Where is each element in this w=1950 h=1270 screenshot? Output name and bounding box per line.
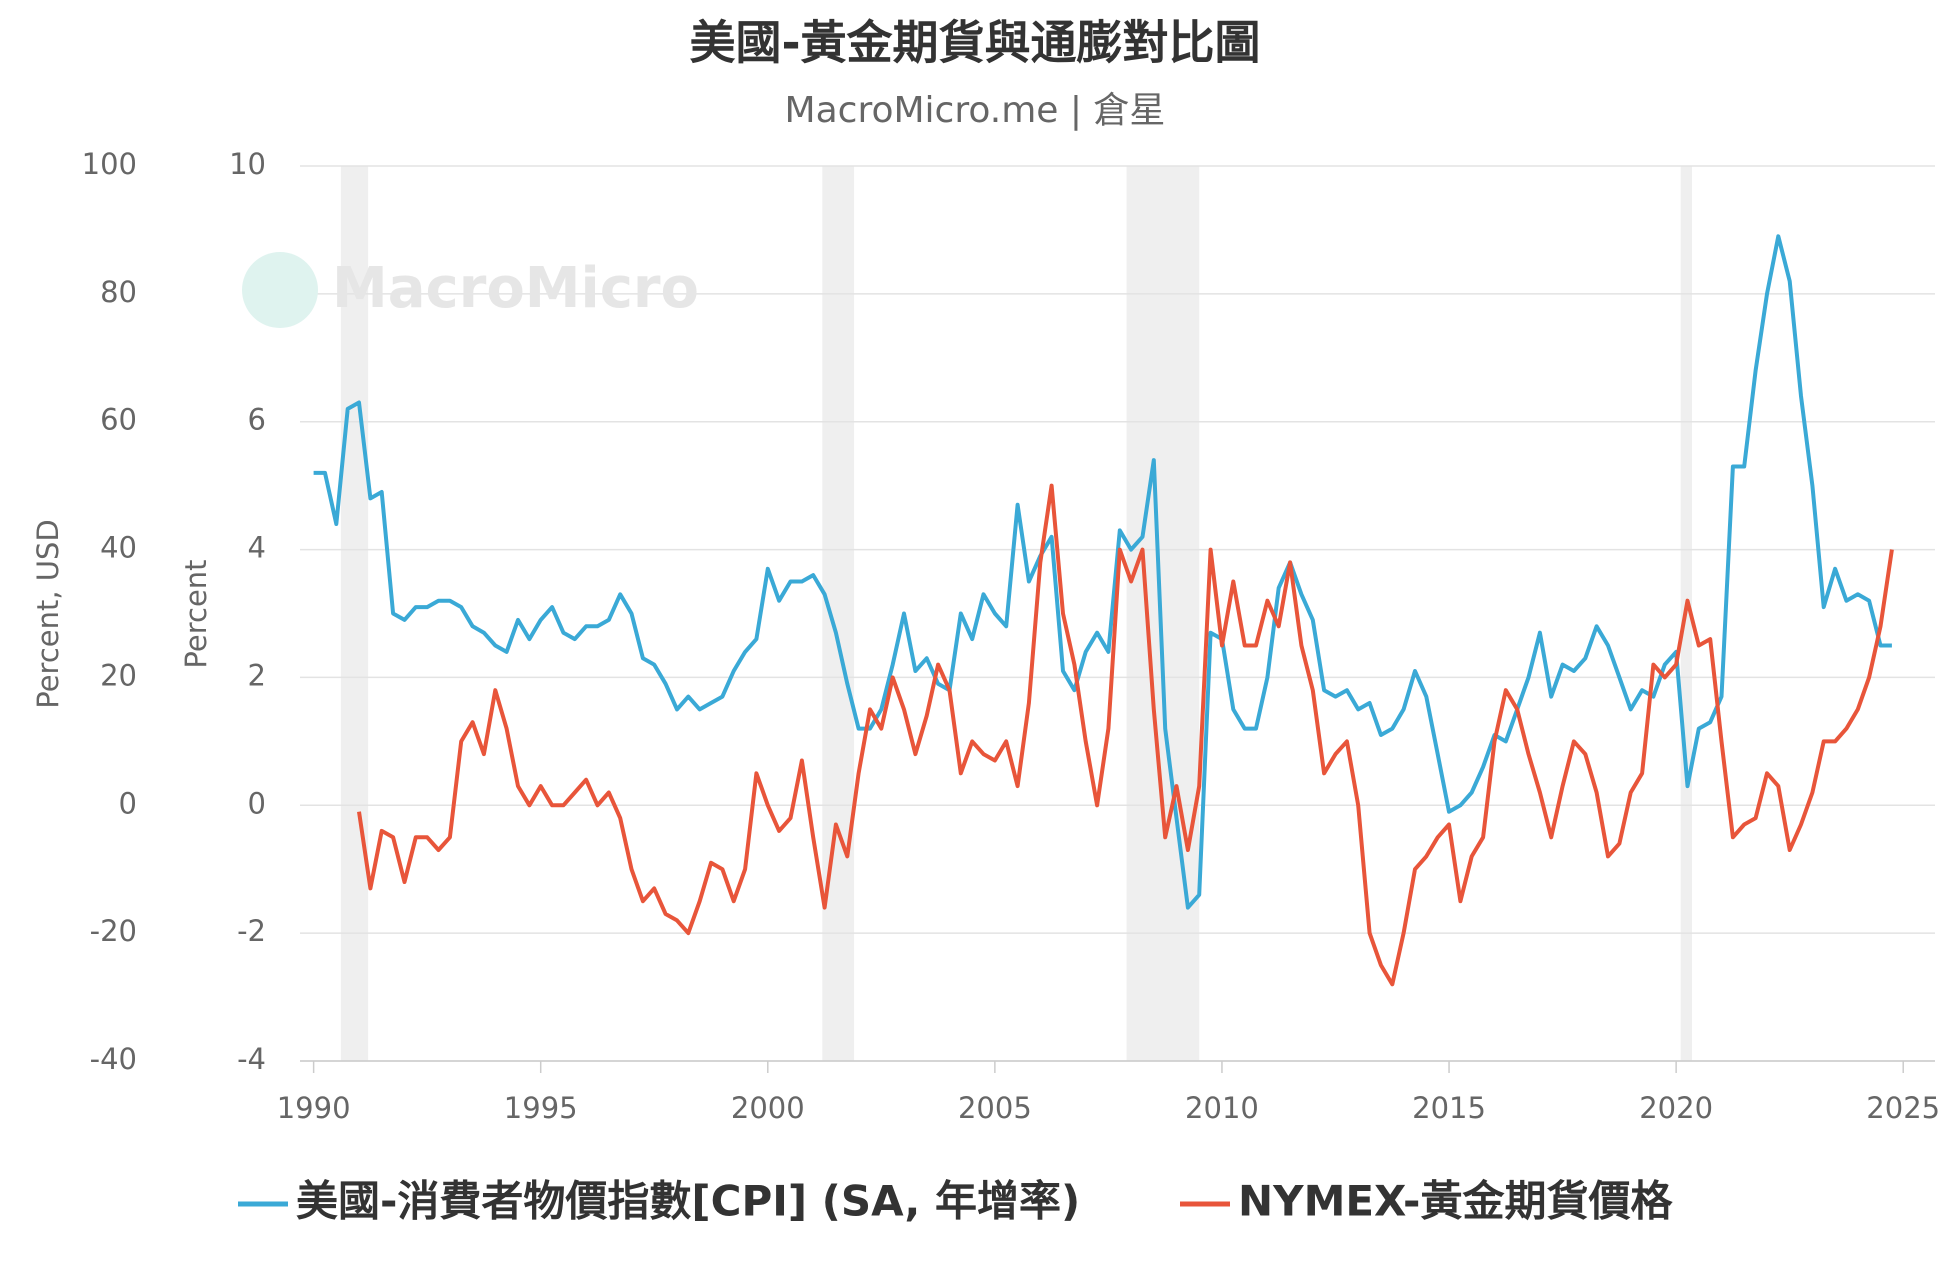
y2-tick-label: 6 [248, 403, 266, 437]
recession-band [822, 166, 855, 1061]
chart-subtitle: MacroMicro.me | 倉星 [785, 90, 1166, 131]
x-tick-label: 1990 [277, 1091, 351, 1125]
y-tick-label: 100 [82, 147, 137, 181]
y2-tick-label: -4 [237, 1042, 266, 1076]
y2-tick-label: 4 [248, 531, 266, 565]
y-tick-label: 20 [100, 658, 137, 692]
y2-tick-label: 10 [229, 147, 266, 181]
y-tick-label: 80 [100, 275, 137, 309]
y2-axis-title: Percent [179, 559, 213, 668]
legend-label: NYMEX-黃金期貨價格 [1238, 1177, 1673, 1226]
chart-title: 美國-黃金期貨與通膨對比圖 [689, 16, 1260, 70]
y-tick-label: -20 [90, 914, 137, 948]
legend-label: 美國-消費者物價指數[CPI] (SA, 年增率) [296, 1177, 1080, 1226]
watermark-logo [242, 252, 318, 328]
x-tick-label: 2010 [1185, 1091, 1259, 1125]
y-tick-label: 40 [100, 531, 137, 565]
x-tick-label: 2005 [958, 1091, 1032, 1125]
watermark: MacroMicro [332, 256, 699, 321]
series-line [357, 483, 1894, 987]
x-tick-label: 2000 [731, 1091, 805, 1125]
x-tick-label: 2015 [1412, 1091, 1486, 1125]
y-tick-label: 0 [119, 786, 137, 820]
recession-band [1126, 166, 1200, 1061]
y2-tick-label: 2 [248, 658, 266, 692]
series-line [313, 234, 1892, 910]
y-axis-title: Percent, USD [31, 519, 65, 709]
y2-tick-label: -2 [237, 914, 266, 948]
y2-tick-label: 0 [248, 786, 266, 820]
x-tick-label: 2020 [1639, 1091, 1713, 1125]
recession-band [340, 166, 369, 1061]
x-tick-label: 2025 [1866, 1091, 1940, 1125]
y-tick-label: -40 [90, 1042, 137, 1076]
x-tick-label: 1995 [504, 1091, 578, 1125]
y-tick-label: 60 [100, 403, 137, 437]
